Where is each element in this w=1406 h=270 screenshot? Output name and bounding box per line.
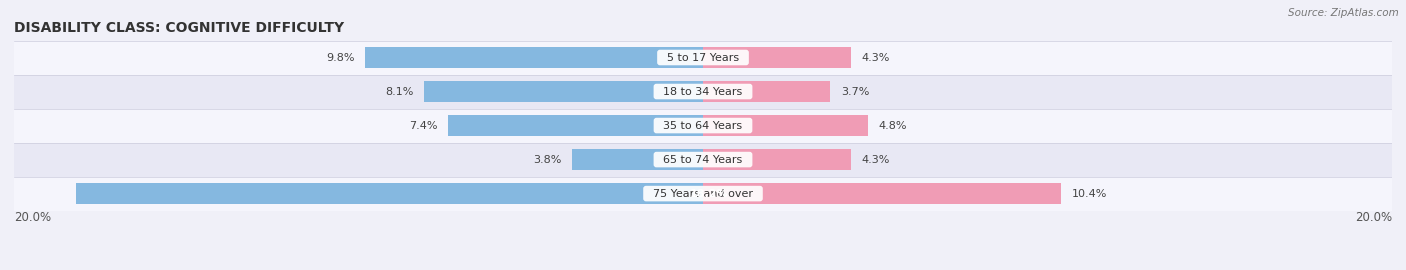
Text: 20.0%: 20.0% (1355, 211, 1392, 224)
Bar (425, 81, 703, 102)
Bar (703, 115, 869, 136)
Text: 9.8%: 9.8% (326, 52, 356, 63)
Text: 10.4%: 10.4% (1071, 188, 1107, 199)
Text: 3.7%: 3.7% (841, 86, 869, 97)
Bar (14, 40, 1392, 75)
Text: 5 to 17 Years: 5 to 17 Years (659, 52, 747, 63)
Bar (703, 149, 851, 170)
Text: 18 to 34 Years: 18 to 34 Years (657, 86, 749, 97)
Bar (14, 75, 1392, 109)
Text: 75 Years and over: 75 Years and over (645, 188, 761, 199)
Text: 65 to 74 Years: 65 to 74 Years (657, 154, 749, 165)
Text: 3.8%: 3.8% (533, 154, 562, 165)
Bar (14, 109, 1392, 143)
Bar (703, 183, 1062, 204)
Text: 4.3%: 4.3% (862, 154, 890, 165)
Text: Source: ZipAtlas.com: Source: ZipAtlas.com (1288, 8, 1399, 18)
Text: 8.1%: 8.1% (385, 86, 413, 97)
Text: 20.0%: 20.0% (14, 211, 51, 224)
Bar (14, 143, 1392, 177)
Text: 7.4%: 7.4% (409, 120, 437, 131)
Bar (572, 149, 703, 170)
Text: 35 to 64 Years: 35 to 64 Years (657, 120, 749, 131)
Bar (703, 81, 831, 102)
Text: 18.2%: 18.2% (689, 188, 728, 199)
Text: 4.3%: 4.3% (862, 52, 890, 63)
Bar (76, 183, 703, 204)
Bar (703, 47, 851, 68)
Bar (14, 177, 1392, 211)
Text: DISABILITY CLASS: COGNITIVE DIFFICULTY: DISABILITY CLASS: COGNITIVE DIFFICULTY (14, 21, 344, 35)
Bar (366, 47, 703, 68)
Bar (449, 115, 703, 136)
Text: 4.8%: 4.8% (879, 120, 907, 131)
